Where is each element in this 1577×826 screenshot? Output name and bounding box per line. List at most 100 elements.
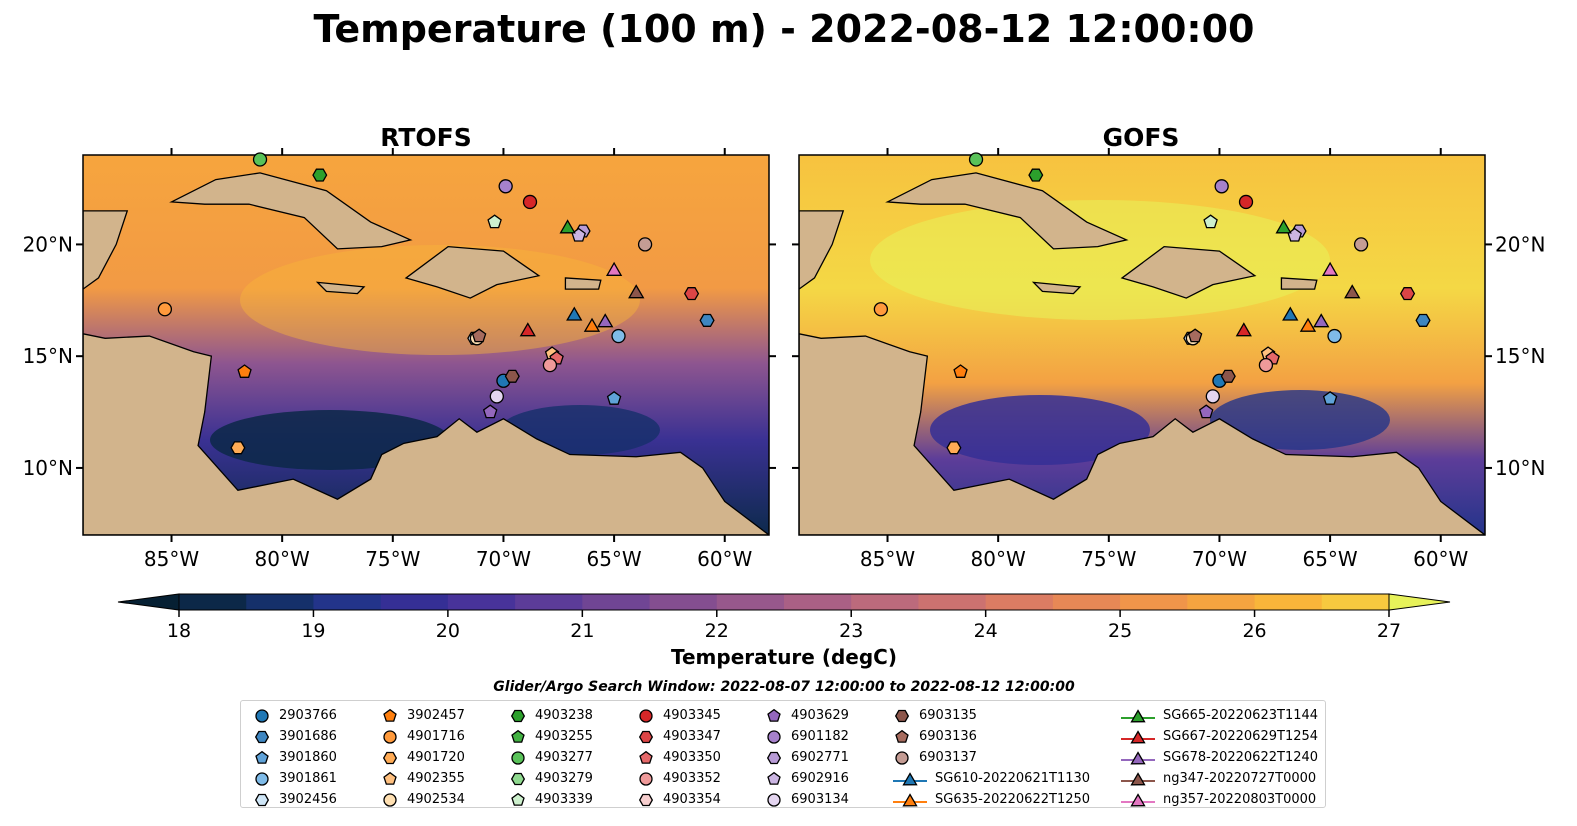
landmass: [404, 245, 541, 299]
panel-gofs: GOFS 85°W 80°W 75°W 70°W 65°W 60°W 10°N 15°N 20…: [792, 123, 1545, 571]
legend-item: 2903766: [253, 705, 337, 726]
float-marker-3901860: [1322, 390, 1338, 405]
colorbar-extend-low: [117, 593, 180, 611]
landmass: [564, 277, 602, 290]
legend-marker-icon: [639, 708, 653, 723]
y-axis-rtofs: 10°N 15°N 20°N: [23, 232, 776, 480]
legend-marker-icon: [766, 751, 782, 764]
legend-item: 6902916: [765, 768, 849, 789]
legend-item: 4903255: [509, 726, 593, 747]
float-marker-3901860: [606, 390, 622, 405]
legend-label: 4902355: [407, 771, 465, 786]
legend-symbol: [383, 771, 397, 785]
colorbar-cell: [515, 594, 583, 610]
float-marker-6901182: [498, 179, 513, 194]
markers-rtofs: [157, 152, 715, 455]
legend-item: 4903238: [509, 705, 593, 726]
legend-marker-icon: [767, 729, 781, 744]
x-axis-gofs: 85°W 80°W 75°W 70°W 65°W 60°W: [860, 148, 1469, 571]
legend-label: 6902771: [791, 750, 849, 765]
legend-symbol: [894, 709, 910, 722]
colorbar-tick-label: 22: [705, 620, 729, 642]
legend-symbol: [1130, 708, 1146, 722]
legend-symbol: [1130, 750, 1146, 764]
float-marker-SG678-20220622T1240: [1313, 313, 1330, 328]
x-tick-label: 80°W: [255, 547, 310, 571]
legend-label: 4903352: [663, 771, 721, 786]
legend-symbol: [895, 729, 909, 743]
legend-marker-icon: [767, 792, 781, 807]
legend-label: 3902456: [279, 792, 337, 807]
float-marker-4903352: [542, 357, 558, 373]
map-frame-rtofs: [82, 154, 770, 536]
markers-gofs: [873, 152, 1431, 455]
legend-symbol: [255, 771, 269, 786]
float-marker-6903137: [1353, 237, 1369, 252]
landmass: [1120, 245, 1257, 299]
panel-rtofs: RTOFS 85°W 80°W 75°W 70°W 65°W 60°W 10°N 15°N 2…: [23, 123, 776, 571]
colorbar-tick-label: 23: [839, 620, 863, 642]
legend-item: ng357-20220803T0000: [1121, 789, 1318, 810]
float-marker-SG665-20220623T1144: [1275, 219, 1292, 234]
legend-symbol: [255, 750, 269, 764]
x-tick-label: 85°W: [144, 547, 199, 571]
colorbar-label: Temperature (degC): [671, 645, 897, 669]
legend-symbol: [767, 729, 781, 744]
float-marker-6903137: [637, 237, 653, 252]
legend-item: 3902457: [381, 705, 465, 726]
legend-label: 6903137: [919, 750, 977, 765]
colorbar-cell: [1254, 594, 1323, 610]
legend-symbol: [639, 750, 653, 764]
legend-marker-icon: [894, 709, 910, 722]
legend-item: SG678-20220622T1240: [1121, 747, 1318, 768]
legend-marker-icon: [1121, 750, 1155, 764]
legend-marker-icon: [510, 772, 526, 785]
legend-symbol: [254, 730, 270, 743]
y-tick-label: 10°N: [23, 456, 73, 480]
legend-label: SG665-20220623T1144: [1163, 708, 1319, 723]
legend-symbol: [511, 750, 525, 765]
cold-eddy-gofs: [930, 395, 1150, 465]
legend-item: 4903279: [509, 768, 593, 789]
legend-symbol: [638, 793, 654, 806]
colorbar-cell: [313, 594, 382, 610]
float-marker-3901861: [611, 328, 626, 344]
legend-label: 4901720: [407, 750, 465, 765]
colorbar-cell: [985, 594, 1054, 610]
float-marker-4903339: [1203, 214, 1218, 229]
legend-item: 6902771: [765, 747, 849, 768]
landmass: [83, 210, 129, 290]
legend-marker-icon: [1121, 708, 1155, 722]
legend-label: 6903135: [919, 708, 977, 723]
float-marker-4903629: [1198, 404, 1214, 419]
legend-marker-icon: [383, 729, 397, 744]
float-marker-SG610-20220621T1130: [1282, 306, 1299, 321]
panel-title-gofs: GOFS: [1103, 123, 1180, 152]
x-tick-label: 65°W: [586, 547, 641, 571]
float-marker-SG635-20220622T1250: [1299, 317, 1317, 332]
legend-symbol: [511, 792, 525, 806]
legend-item: 4901720: [381, 747, 465, 768]
legend-label: 3901860: [279, 750, 337, 765]
float-marker-3901686: [1415, 313, 1431, 327]
legend-label: 4903354: [663, 792, 721, 807]
legend-item: 6903136: [893, 726, 1090, 747]
legend-symbol: [639, 771, 653, 786]
colorbar-tick-label: 19: [301, 620, 325, 642]
legend-item: 4903629: [765, 705, 849, 726]
legend-label: 6903134: [791, 792, 849, 807]
legend-symbol: [383, 729, 397, 744]
legend-marker-icon: [1121, 729, 1155, 743]
legend-symbol: [255, 708, 269, 723]
legend-item: ng347-20220727T0000: [1121, 768, 1318, 789]
x-axis-rtofs: 85°W 80°W 75°W 70°W 65°W 60°W: [144, 148, 753, 571]
legend-marker-icon: [511, 792, 525, 806]
float-marker-6903136: [1187, 328, 1203, 343]
legend-symbol: [767, 708, 781, 722]
legend-column: 4903629 6901182 6902771 6902916 6903134: [765, 705, 849, 810]
x-tick-label: 70°W: [476, 547, 531, 571]
x-tick-label: 75°W: [365, 547, 420, 571]
float-marker-6903135: [1220, 369, 1236, 383]
legend-marker-icon: [638, 793, 654, 806]
